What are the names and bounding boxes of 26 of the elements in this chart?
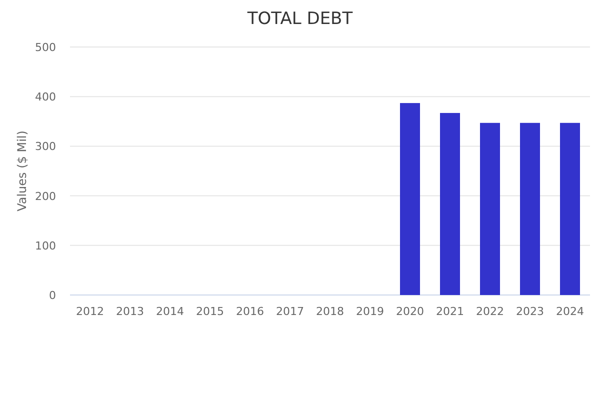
y-axis-title: Values ($ Mil) [15, 130, 29, 212]
x-tick-label: 2018 [316, 305, 344, 318]
y-tick-label: 100 [35, 239, 56, 252]
x-tick-label: 2012 [76, 305, 104, 318]
y-tick-label: 400 [35, 90, 56, 104]
bar [560, 122, 580, 295]
bar [400, 103, 420, 295]
x-tick-label: 2023 [516, 305, 544, 318]
x-tick-label: 2019 [356, 305, 384, 318]
x-tick-label: 2017 [276, 305, 304, 318]
x-tick-label: 2015 [196, 305, 224, 318]
bar [480, 122, 500, 295]
x-tick-label: 2020 [396, 305, 424, 318]
y-tick-label: 500 [35, 41, 56, 54]
bar [440, 112, 460, 295]
y-tick-label: 200 [35, 190, 56, 203]
x-tick-label: 2022 [476, 305, 504, 318]
x-tick-label: 2013 [116, 305, 144, 318]
x-tick-label: 2021 [436, 305, 464, 318]
x-tick-label: 2024 [556, 305, 584, 318]
bar [520, 122, 540, 295]
x-tick-label: 2016 [236, 305, 264, 318]
x-tick-label: 2014 [156, 305, 184, 318]
y-tick-label: 300 [35, 140, 56, 154]
chart-title: TOTAL DEBT [246, 9, 354, 29]
y-tick-label: 0 [49, 289, 56, 302]
